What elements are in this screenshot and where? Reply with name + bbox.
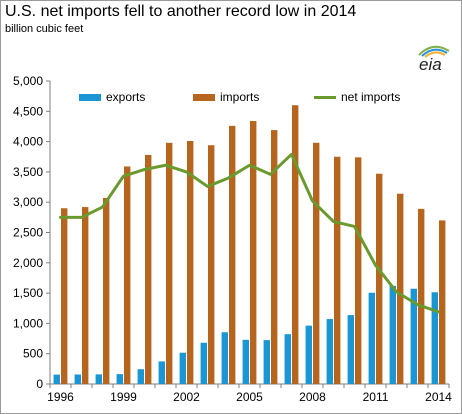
y-tick-label: 500 — [23, 347, 43, 361]
exports-bar — [137, 369, 144, 384]
y-tick-label: 4,000 — [13, 135, 43, 149]
imports-bar — [229, 125, 236, 385]
exports-bar — [158, 361, 165, 384]
logo-text: eia — [419, 55, 442, 73]
eia-logo: eia — [418, 45, 450, 73]
y-tick-label: 0 — [36, 377, 43, 391]
exports-bar — [242, 339, 249, 384]
exports-bar — [389, 285, 396, 384]
exports-bar — [116, 374, 123, 384]
imports-bar — [82, 207, 89, 384]
chart-subtitle: billion cubic feet — [5, 23, 84, 35]
y-tick-label: 2,000 — [13, 256, 43, 270]
imports-bar — [208, 145, 215, 384]
x-tick-label: 1999 — [110, 390, 137, 404]
legend-label: imports — [220, 90, 259, 104]
imports-legend-swatch — [193, 94, 215, 101]
imports-bar — [292, 105, 299, 385]
exports-bar — [263, 340, 270, 384]
logo-arc-icon — [424, 51, 446, 58]
y-tick-label: 2,500 — [13, 226, 43, 240]
exports-bar — [347, 315, 354, 384]
imports-bar — [313, 142, 320, 384]
logo-arc-icon — [421, 48, 448, 57]
exports-legend-swatch — [79, 94, 101, 101]
exports-bar — [179, 352, 186, 384]
exports-bar — [431, 292, 438, 384]
y-tick-label: 1,500 — [13, 286, 43, 300]
exports-bar — [305, 325, 312, 384]
y-tick-label: 3,500 — [13, 165, 43, 179]
legend-label: exports — [106, 90, 145, 104]
imports-bar — [103, 197, 110, 384]
exports-bar — [326, 319, 333, 384]
x-tick-label: 2005 — [236, 390, 263, 404]
exports-bar — [95, 374, 102, 384]
y-tick-label: 1,000 — [13, 316, 43, 330]
exports-bar — [53, 374, 60, 384]
y-tick-label: 5,000 — [13, 74, 43, 88]
imports-bar — [334, 156, 341, 384]
imports-bar — [397, 193, 404, 384]
imports-bar — [61, 208, 68, 384]
imports-bar — [439, 220, 446, 384]
exports-bar — [200, 342, 207, 384]
imports-bar — [355, 157, 362, 384]
imports-bar — [145, 154, 152, 384]
x-tick-label: 2002 — [173, 390, 200, 404]
y-tick-label: 4,500 — [13, 104, 43, 118]
exports-bar — [368, 292, 375, 384]
imports-bar — [271, 130, 278, 384]
logo-arc-icon — [418, 45, 450, 56]
imports-bar — [124, 166, 131, 384]
imports-bar — [187, 140, 194, 384]
y-tick-label: 3,000 — [13, 195, 43, 209]
exports-bar — [221, 332, 228, 384]
x-tick-label: 2014 — [425, 390, 452, 404]
imports-bar — [166, 142, 173, 384]
chart-title: U.S. net imports fell to another record … — [5, 3, 357, 20]
net-imports-line — [59, 152, 440, 314]
imports-bar — [376, 173, 383, 384]
x-tick-label: 2011 — [363, 390, 389, 404]
exports-bar — [284, 334, 291, 384]
x-tick-label: 2008 — [299, 390, 326, 404]
imports-bar — [418, 208, 425, 384]
imports-bar — [250, 120, 257, 384]
x-tick-label: 1996 — [47, 390, 74, 404]
exports-bar — [410, 288, 417, 384]
legend-label: net imports — [341, 90, 400, 104]
exports-bar — [74, 374, 81, 384]
